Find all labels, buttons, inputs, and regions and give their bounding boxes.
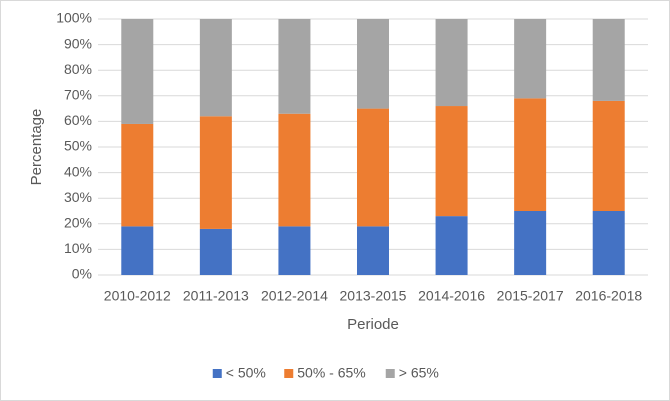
legend-swatch xyxy=(284,369,294,378)
y-tick-label: 70% xyxy=(64,87,92,103)
y-tick-label: 100% xyxy=(56,10,92,26)
legend-swatch xyxy=(212,369,222,378)
bar-segment xyxy=(199,228,232,275)
x-tick-label: 2015-2017 xyxy=(497,288,564,304)
bar-segment xyxy=(121,123,154,227)
y-tick-label: 40% xyxy=(64,163,92,179)
bar-segment xyxy=(199,19,232,117)
y-tick-label: 80% xyxy=(64,61,92,77)
bar-segment xyxy=(278,226,311,275)
x-tick-label: 2012-2014 xyxy=(261,288,328,304)
y-axis-title: Percentage xyxy=(28,109,45,186)
bar-segment xyxy=(357,19,389,109)
bar-segment xyxy=(514,19,547,99)
y-tick-label: 30% xyxy=(64,189,92,205)
bar-segment xyxy=(592,211,625,275)
x-tick-label: 2010-2012 xyxy=(104,288,171,304)
y-tick-label: 0% xyxy=(72,266,92,282)
y-tick-label: 60% xyxy=(64,112,92,128)
bar-segment xyxy=(592,100,625,211)
x-tick-label: 2011-2013 xyxy=(183,288,249,304)
x-axis-title: Periode xyxy=(347,316,399,333)
legend-label: < 50% xyxy=(226,365,266,381)
x-tick-label: 2013-2015 xyxy=(340,288,407,304)
bar-segment xyxy=(435,106,468,217)
x-tick-label: 2016-2018 xyxy=(575,288,642,304)
legend-label: > 65% xyxy=(399,365,439,381)
y-tick-label: 50% xyxy=(64,138,92,154)
y-tick-label: 90% xyxy=(64,35,92,51)
bar-segment xyxy=(435,19,468,107)
bar-segment xyxy=(278,113,311,227)
legend-label: 50% - 65% xyxy=(297,365,365,381)
bar-segment xyxy=(199,116,232,229)
bar-segment xyxy=(357,108,389,227)
bar-segment xyxy=(121,226,154,275)
bar-segment xyxy=(357,226,389,275)
bar-segment xyxy=(514,98,547,211)
bar-segment xyxy=(514,211,547,275)
bar-segment xyxy=(278,19,311,114)
bar-segment xyxy=(592,19,625,101)
y-tick-label: 20% xyxy=(64,215,92,231)
legend-swatch xyxy=(385,369,395,378)
bar-segment xyxy=(121,19,154,124)
x-tick-label: 2014-2016 xyxy=(418,288,485,304)
bar-segment xyxy=(435,216,468,275)
y-tick-label: 10% xyxy=(64,240,92,256)
